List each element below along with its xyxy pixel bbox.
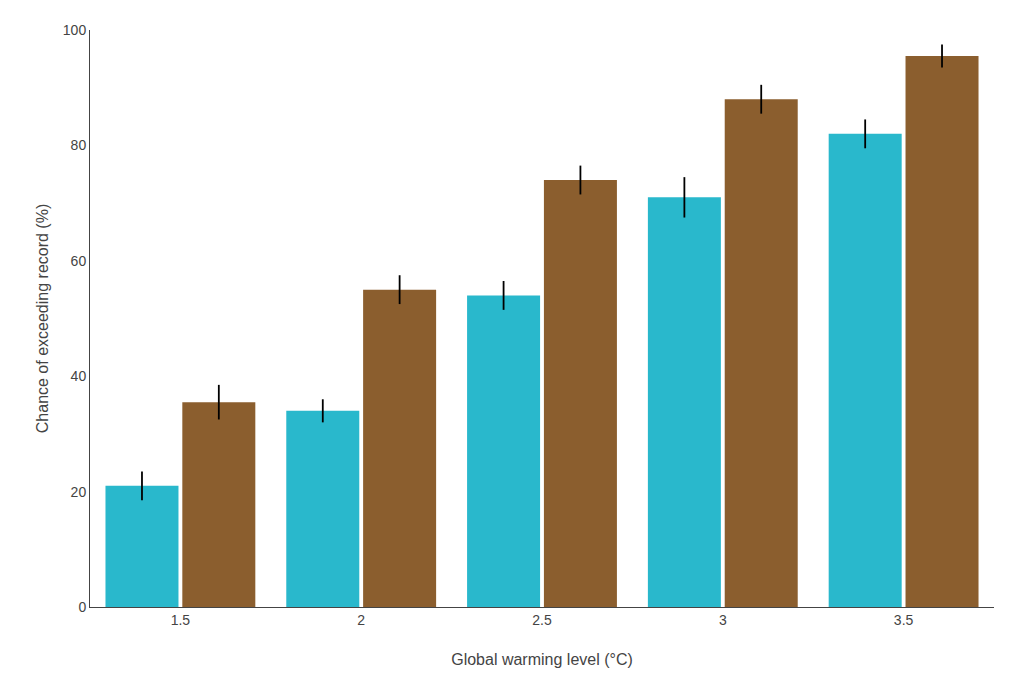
svg-text:3: 3	[719, 612, 727, 628]
svg-text:60: 60	[71, 253, 87, 269]
svg-text:20: 20	[71, 484, 87, 500]
svg-text:3.5: 3.5	[894, 612, 914, 628]
svg-text:2: 2	[357, 612, 365, 628]
svg-text:Global warming level (°C): Global warming level (°C)	[451, 651, 633, 668]
svg-text:0: 0	[78, 599, 86, 615]
svg-text:40: 40	[71, 368, 87, 384]
svg-text:100: 100	[63, 22, 87, 38]
svg-text:2.5: 2.5	[532, 612, 552, 628]
svg-text:1.5: 1.5	[171, 612, 191, 628]
svg-text:80: 80	[71, 137, 87, 153]
svg-text:Chance of exceeding record (%): Chance of exceeding record (%)	[34, 204, 51, 433]
